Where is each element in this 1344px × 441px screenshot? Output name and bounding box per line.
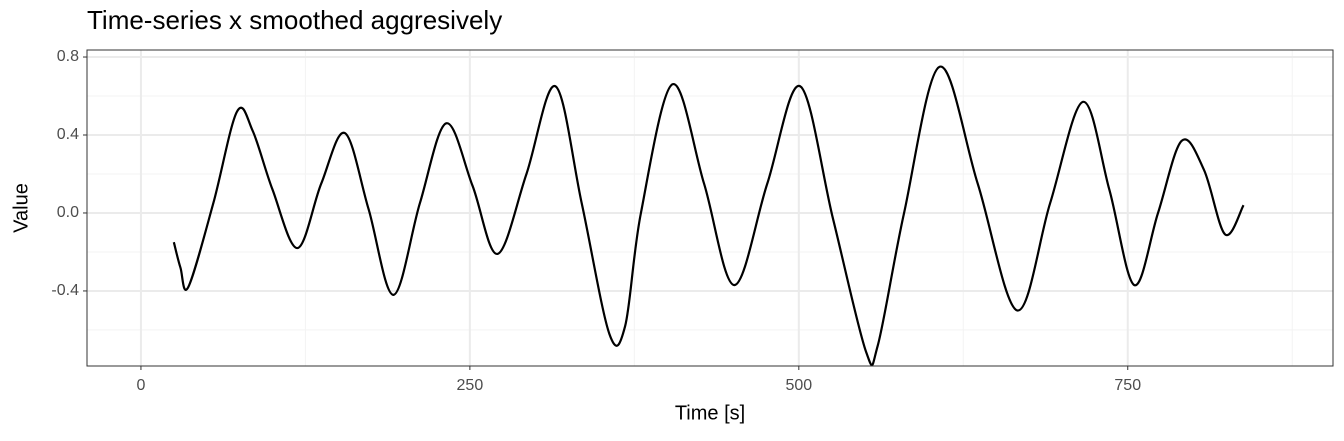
- y-tick-label: 0.4: [57, 126, 79, 143]
- y-axis-title: Value: [10, 183, 32, 233]
- x-tick-label: 500: [785, 377, 812, 394]
- line: [172, 65, 1245, 367]
- y-tick-label: -0.4: [51, 282, 79, 299]
- x-tick-label: 250: [457, 377, 484, 394]
- x-axis-title: Time [s]: [675, 402, 745, 424]
- x-tick-label: 750: [1114, 377, 1141, 394]
- y-tick-label: 0.0: [57, 204, 79, 221]
- panel-border: [86, 49, 1334, 367]
- chart-title: Time-series x smoothed aggresively: [87, 5, 502, 35]
- x-tick-label: 0: [136, 377, 145, 394]
- y-tick-label: 0.8: [57, 48, 79, 65]
